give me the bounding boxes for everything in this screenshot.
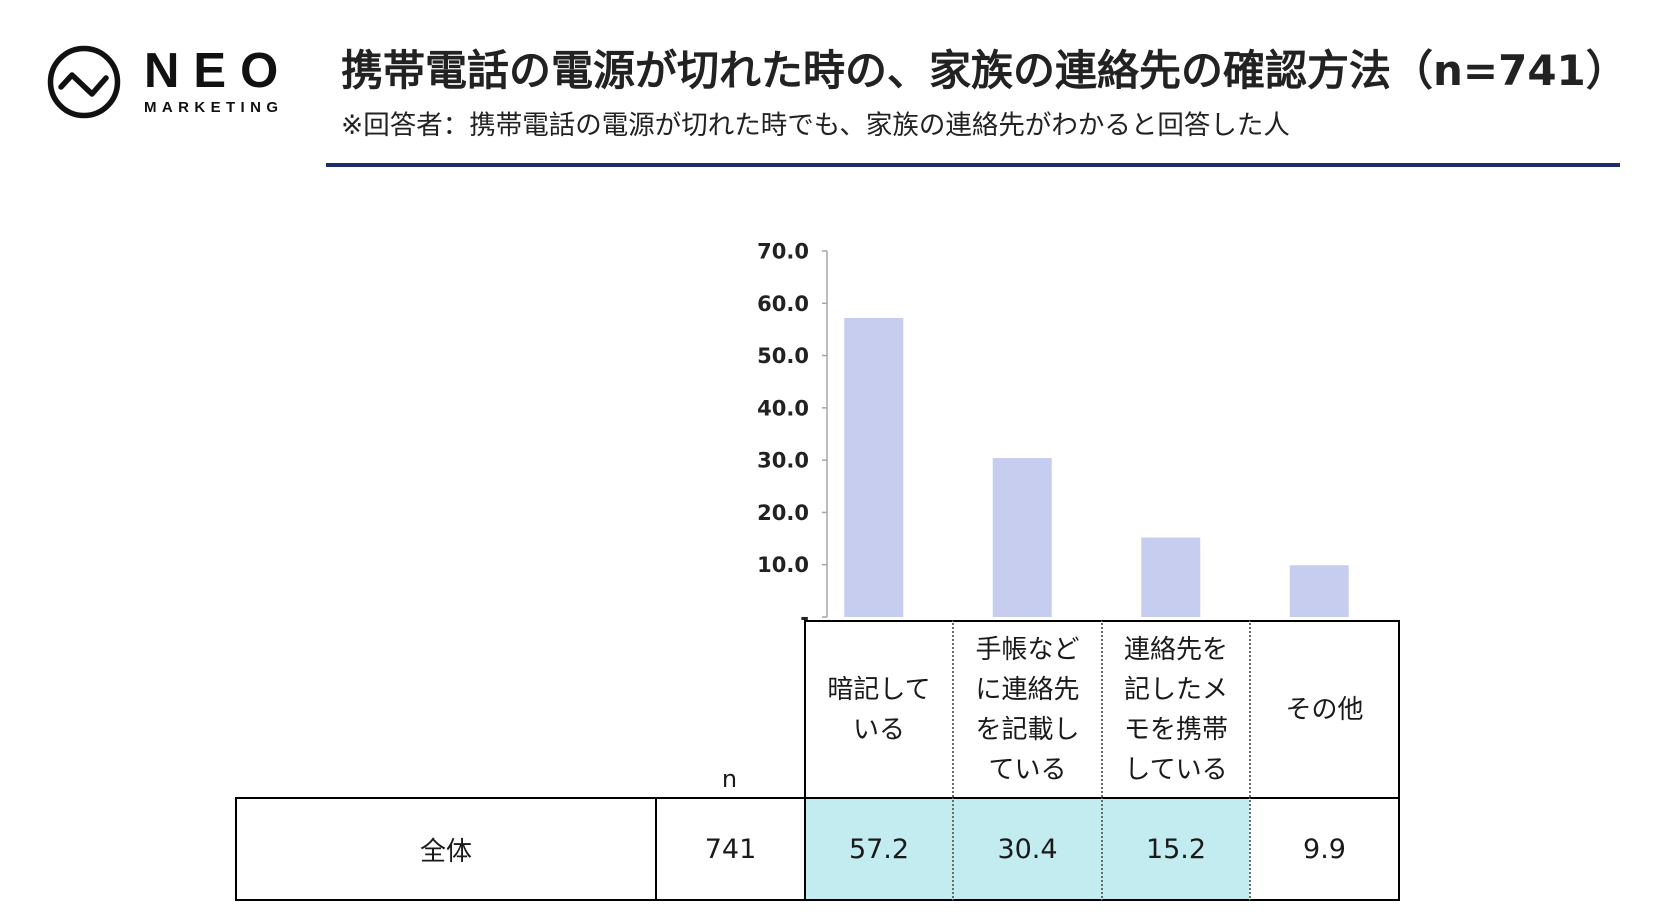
title-underline — [326, 163, 1620, 167]
value-cell-memo: 15.2 — [1101, 797, 1249, 901]
chart-bar-1 — [844, 317, 904, 617]
category-label: 連絡先を記したメモを携帯している — [1123, 634, 1228, 785]
category-header-memorized: 暗記している — [804, 620, 952, 797]
brand-wordmark: NEO — [144, 44, 293, 98]
category-header-other: その他 — [1249, 620, 1400, 797]
logo-ring — [47, 45, 121, 119]
n-value-cell: 741 — [655, 797, 804, 901]
category-header-notebook: 手帳などに連絡先を記載している — [952, 620, 1101, 797]
value-cell-notebook: 30.4 — [952, 797, 1101, 901]
bar-chart: - 10.0 20.0 30.0 40.0 50.0 60.0 70.0 — [757, 240, 1349, 630]
category-label: その他 — [1285, 694, 1364, 725]
value-cell-memorized: 57.2 — [804, 797, 952, 901]
chart-bar-3 — [1141, 537, 1201, 617]
row-label-total: 全体 — [235, 797, 655, 901]
y-tick-label: 30.0 — [757, 449, 809, 473]
y-tick-label: 40.0 — [757, 396, 809, 420]
brand-tagline: MARKETING — [144, 99, 284, 116]
y-tick-label: 70.0 — [757, 240, 809, 264]
category-label: 暗記している — [827, 674, 931, 745]
logo-pulse-line — [58, 72, 109, 97]
page-subtitle: ※回答者：携帯電話の電源が切れた時でも、家族の連絡先がわかると回答した人 — [341, 110, 1290, 141]
y-tick-label: - — [800, 606, 809, 630]
y-tick-label: 50.0 — [757, 344, 809, 368]
category-header-memo: 連絡先を記したメモを携帯している — [1101, 620, 1249, 797]
chart-bar-2 — [992, 458, 1052, 617]
n-column-header: n — [721, 765, 738, 793]
pulse-circle-icon — [47, 45, 121, 119]
y-tick-label: 10.0 — [757, 553, 809, 577]
y-tick-label: 20.0 — [757, 501, 809, 525]
value-cell-other: 9.9 — [1249, 797, 1400, 901]
category-label: 手帳などに連絡先を記載している — [975, 634, 1080, 785]
page-title: 携帯電話の電源が切れた時の、家族の連絡先の確認方法（n=741） — [341, 46, 1628, 95]
chart-bar-4 — [1289, 565, 1349, 617]
y-tick-label: 60.0 — [757, 292, 809, 316]
